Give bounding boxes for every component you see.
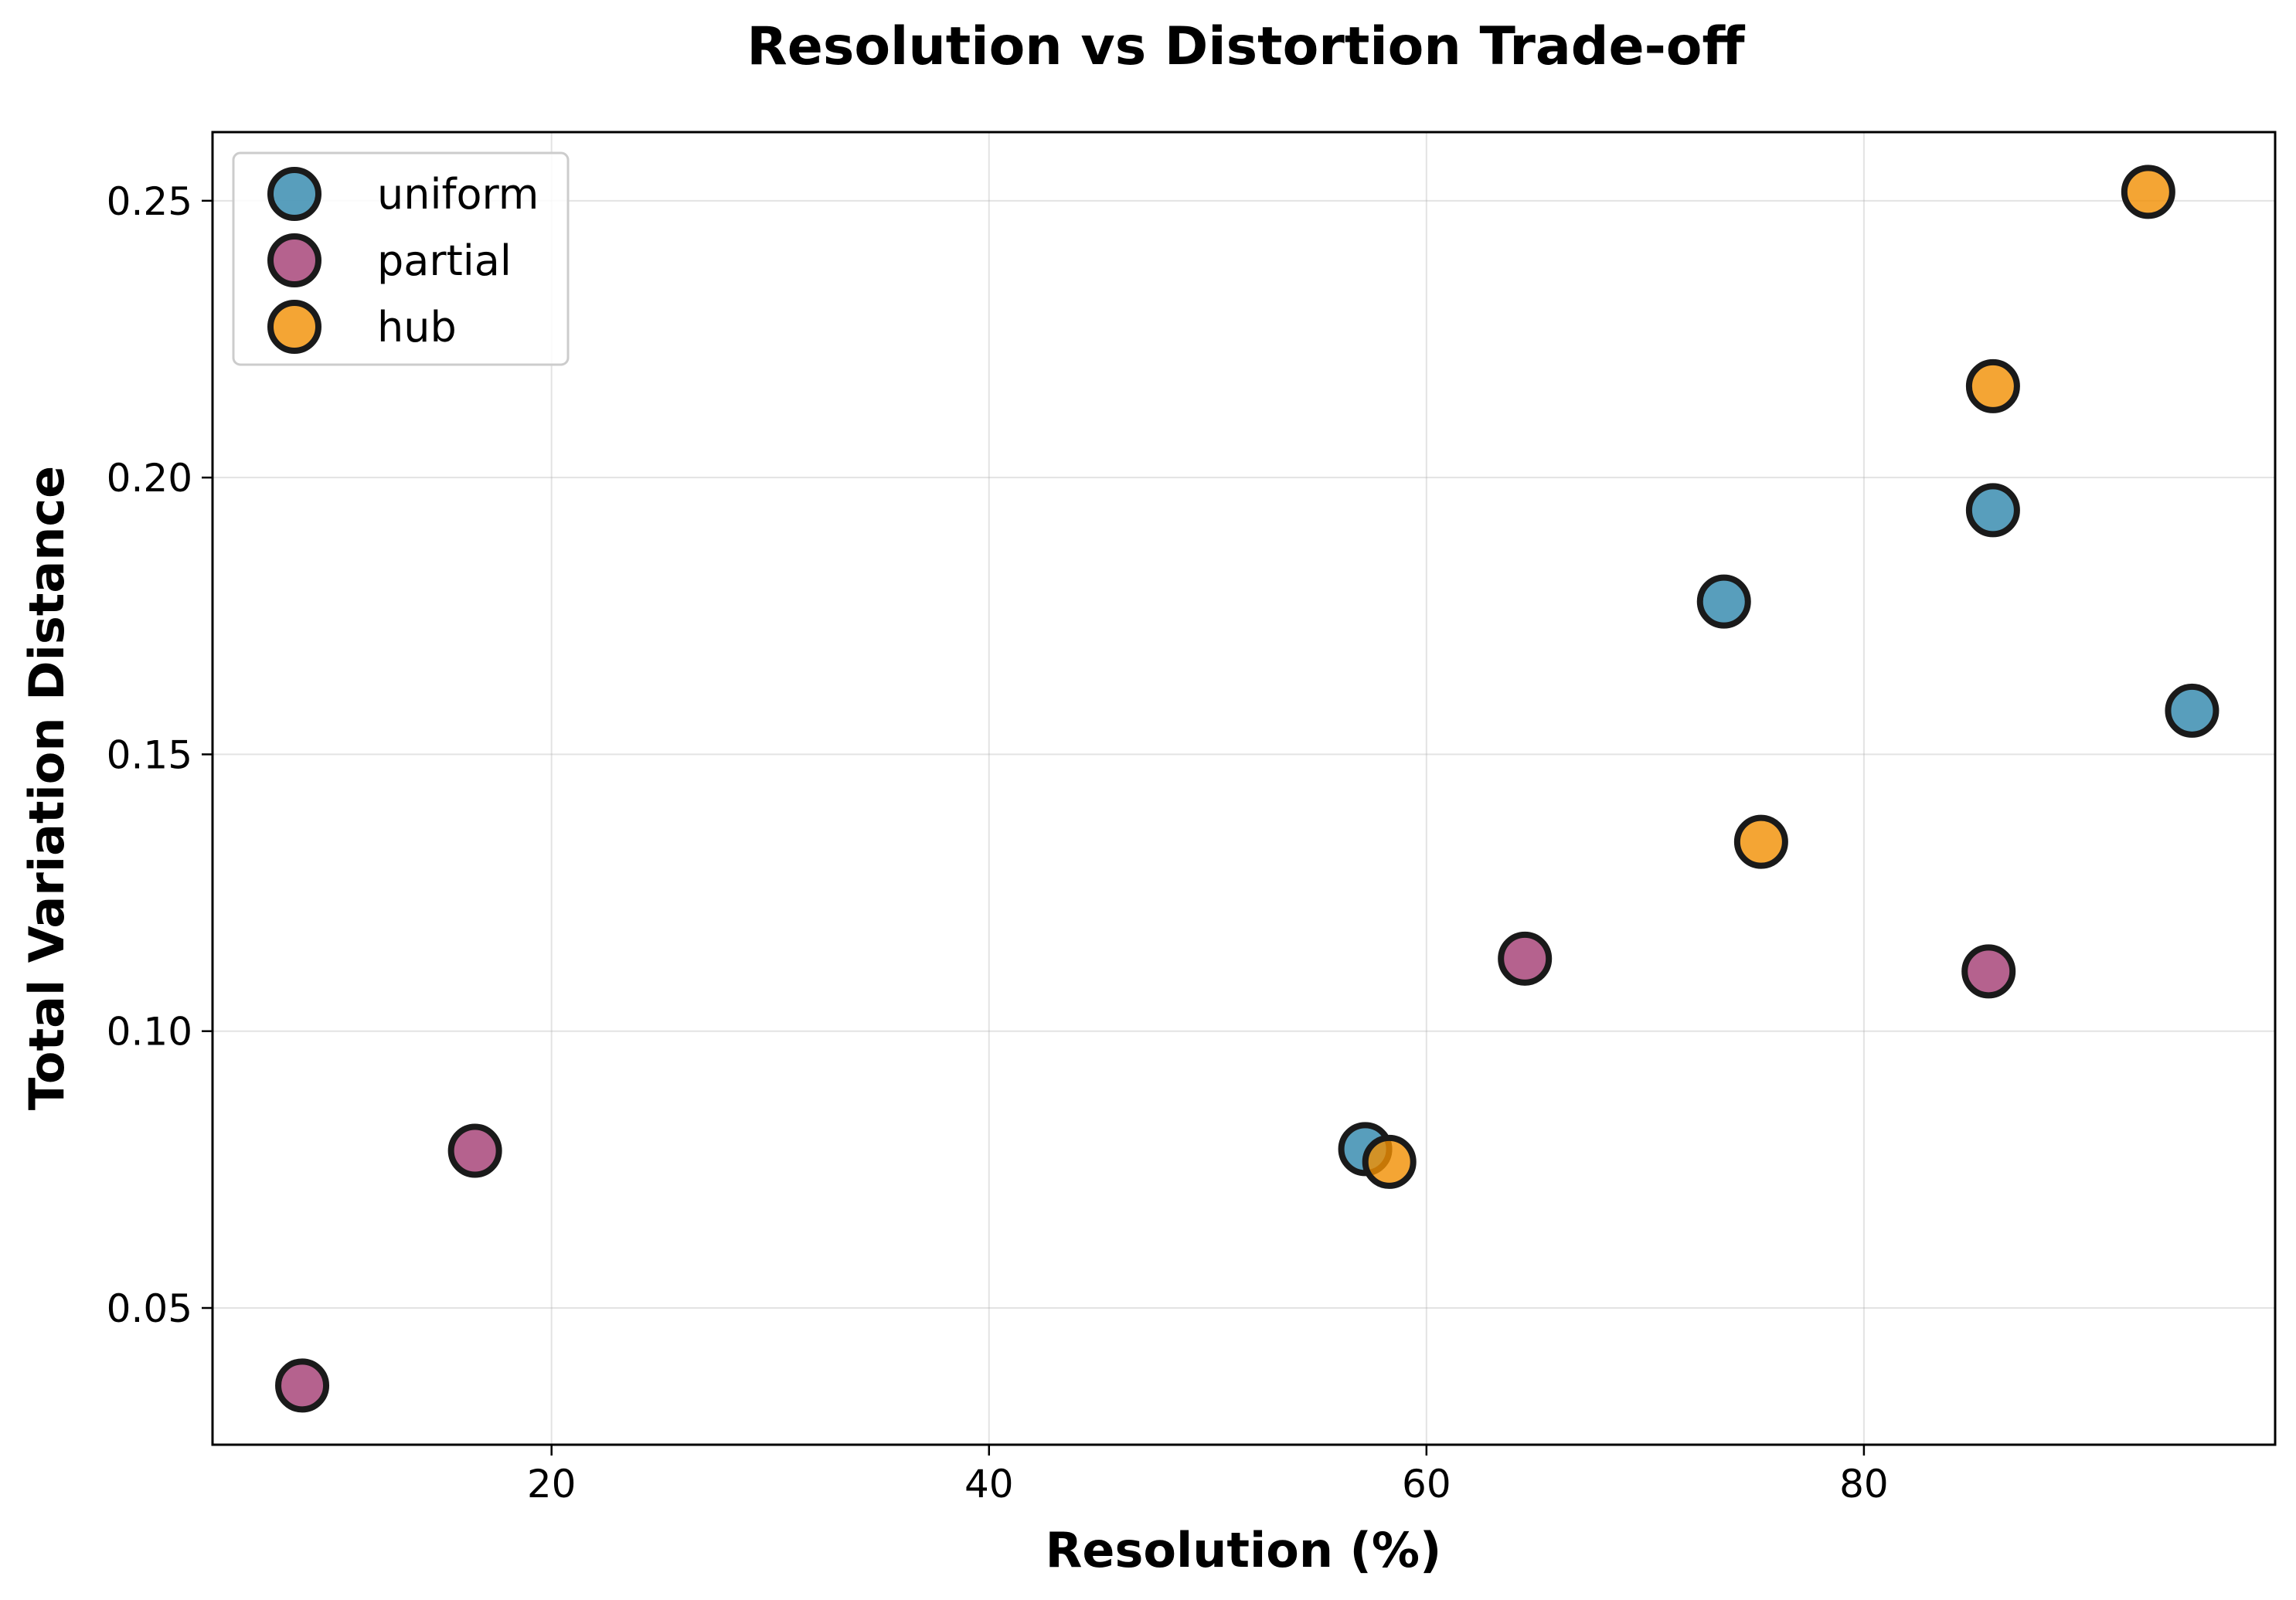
- x-axis-ticks: 20 40 60 80: [527, 1445, 1889, 1507]
- x-axis-label: Resolution (%): [1046, 1522, 1442, 1578]
- legend-label: partial: [377, 236, 512, 285]
- y-tick-label: 0.20: [107, 456, 192, 501]
- partial-point: [447, 1123, 502, 1178]
- plot-frame: [211, 131, 2277, 1446]
- chart-title: Resolution vs Distortion Trade-off: [747, 16, 1745, 77]
- legend: uniform partial hub: [232, 151, 570, 366]
- y-tick-label: 0.25: [107, 179, 192, 224]
- series-partial: [275, 931, 2016, 1413]
- hub-point: [1733, 814, 1788, 869]
- hub-point: [2121, 165, 2175, 219]
- data-points: [275, 165, 2219, 1413]
- uniform-point: [1965, 483, 2020, 538]
- legend-marker: [267, 167, 321, 221]
- uniform-point: [1696, 574, 1751, 629]
- legend-item-hub: hub: [267, 300, 457, 354]
- partial-point: [1961, 944, 2016, 999]
- series-hub: [1362, 165, 2175, 1189]
- legend-item-partial: partial: [267, 233, 512, 287]
- partial-point: [275, 1358, 330, 1413]
- legend-marker: [267, 233, 321, 287]
- y-axis-label: Total Variation Distance: [19, 466, 75, 1110]
- legend-label: uniform: [377, 170, 539, 219]
- hub-point: [1965, 358, 2020, 413]
- uniform-point: [2165, 683, 2219, 738]
- y-tick-label: 0.15: [107, 732, 192, 777]
- hub-point: [1362, 1134, 1417, 1189]
- y-tick-label: 0.05: [107, 1286, 192, 1331]
- legend-label: hub: [377, 303, 457, 352]
- x-tick-label: 60: [1402, 1462, 1451, 1507]
- x-tick-label: 80: [1839, 1462, 1889, 1507]
- legend-marker: [267, 300, 321, 354]
- legend-item-uniform: uniform: [267, 167, 539, 221]
- partial-point: [1498, 931, 1553, 986]
- x-tick-label: 40: [964, 1462, 1014, 1507]
- y-tick-label: 0.10: [107, 1010, 192, 1055]
- y-axis-ticks: 0.05 0.10 0.15 0.20 0.25: [107, 179, 213, 1331]
- x-tick-label: 20: [527, 1462, 577, 1507]
